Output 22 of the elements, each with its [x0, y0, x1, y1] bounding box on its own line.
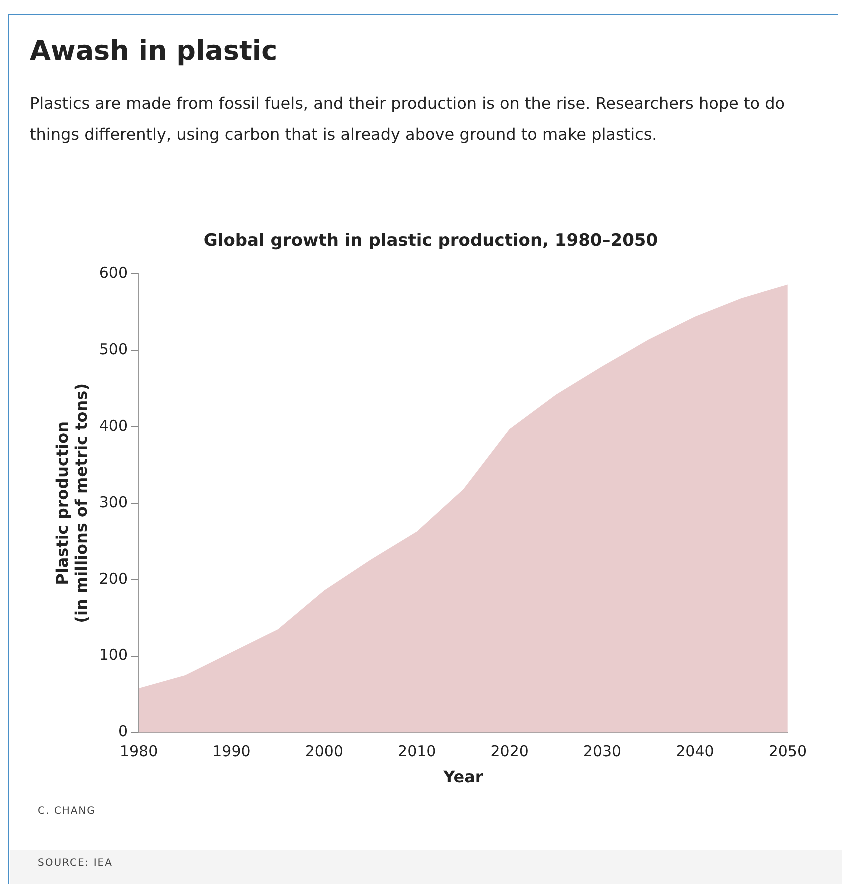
y-tick-label: 0 — [118, 722, 128, 741]
text: Global growth in plastic production, 1980–2050 — [202, 231, 660, 251]
source-note: SOURCE: IEA — [38, 858, 113, 869]
y-tick-label: 200 — [99, 570, 128, 588]
text: C. CHANG — [38, 806, 96, 817]
x-tick-label: 2050 — [768, 742, 808, 761]
x-tick-label: 2010 — [398, 742, 436, 761]
x-tick-label: 2030 — [583, 742, 622, 761]
y-tick-label: 300 — [99, 493, 128, 512]
chart-title: Awash in plastic — [30, 36, 278, 67]
y-tick-label: 100 — [99, 646, 128, 664]
x-tick-label: 1990 — [212, 742, 251, 761]
x-tick-label: 2000 — [305, 742, 344, 761]
x-axis-title: Year — [442, 768, 484, 787]
y-tick-label: 400 — [99, 416, 128, 435]
y-tick-label: 600 — [99, 264, 128, 282]
y-tick-label: 500 — [99, 340, 128, 358]
chart-subtitle: Plastics are made from fossil fuels, and their production is on the rise. Researchers hope to do things differently, using carbon that is already above ground to make plastics. — [30, 93, 786, 146]
y-axis-title: Plastic production (in millions of metric tons) — [52, 383, 91, 624]
x-tick-label: 1980 — [120, 742, 158, 761]
x-tick-label: 2040 — [676, 742, 714, 761]
x-tick-label: 2020 — [490, 742, 529, 761]
